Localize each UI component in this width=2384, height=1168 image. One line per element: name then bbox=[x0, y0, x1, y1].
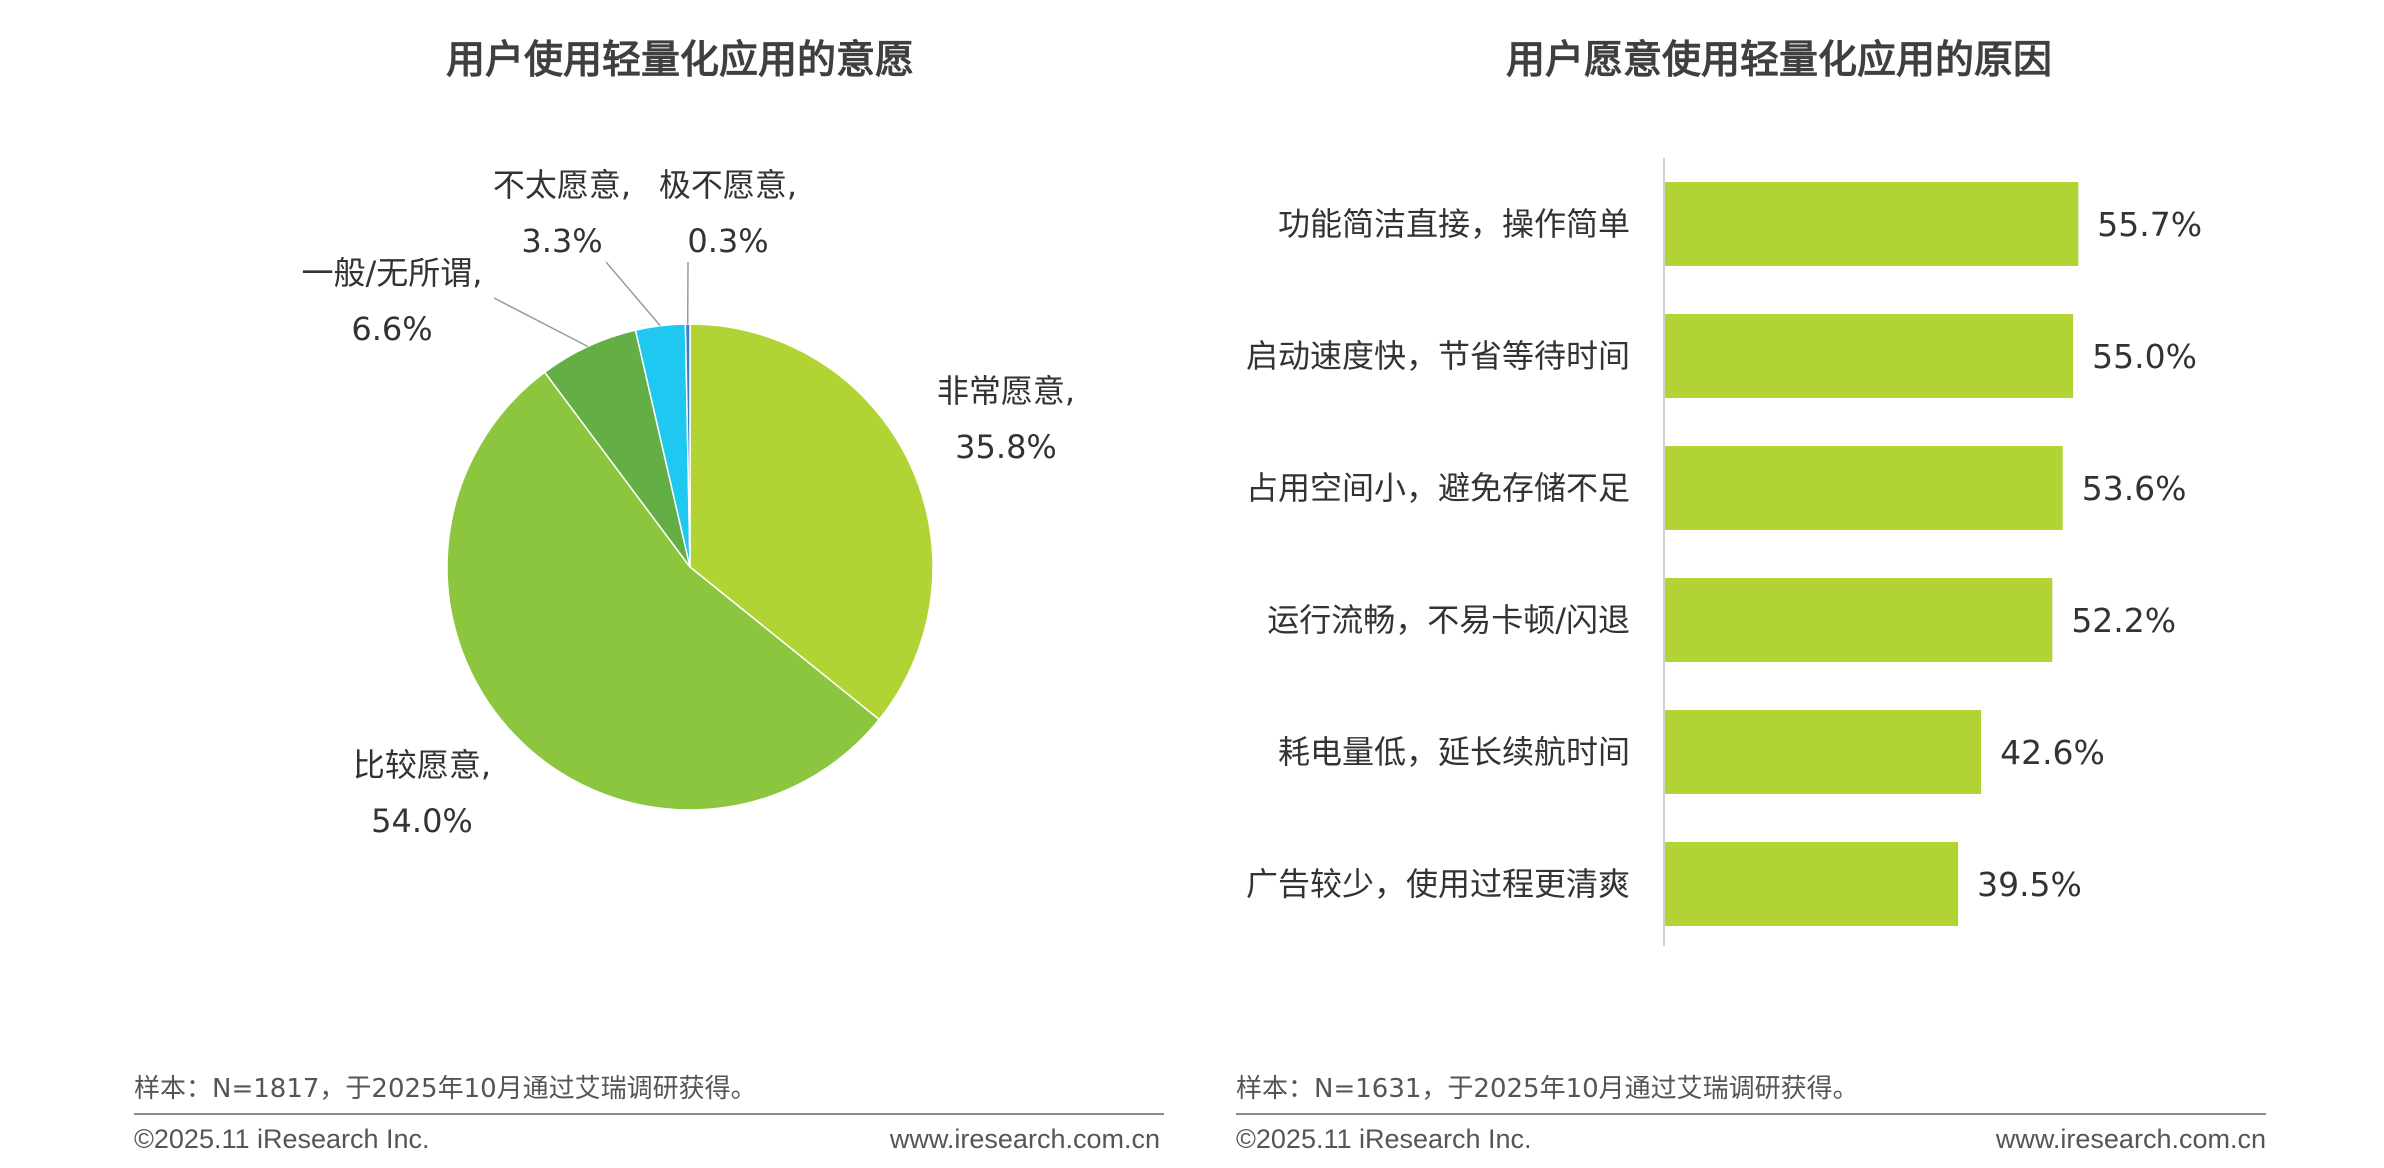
pie-chart-title: 用户使用轻量化应用的意愿 bbox=[445, 38, 914, 83]
pie-slice-value-label: 3.3% bbox=[521, 222, 602, 260]
sample-note-left: 样本：N=1817，于2025年10月通过艾瑞调研获得。 bbox=[134, 1074, 757, 1104]
bar-value-label: 55.7% bbox=[2097, 205, 2202, 244]
bar bbox=[1665, 182, 2079, 266]
bar-value-label: 55.0% bbox=[2092, 337, 2197, 376]
pie-slice bbox=[446, 371, 881, 811]
bar bbox=[1665, 710, 1982, 794]
footer-divider-left bbox=[134, 1113, 1164, 1115]
bar-category-label: 功能简洁直接，操作简单 bbox=[1278, 205, 1630, 243]
pie-leader-line bbox=[493, 297, 589, 348]
bar-chart-title: 用户愿意使用轻量化应用的原因 bbox=[1505, 38, 2052, 83]
bar-value-label: 52.2% bbox=[2071, 601, 2176, 640]
copyright-right: ©2025.11 iResearch Inc. bbox=[1236, 1124, 1532, 1154]
pie-slice-label: 比较愿意, bbox=[353, 746, 491, 784]
pie-slice-value-label: 0.3% bbox=[687, 222, 768, 260]
pie-slice-label: 非常愿意, bbox=[937, 372, 1075, 410]
bar-category-label: 广告较少，使用过程更清爽 bbox=[1246, 865, 1630, 903]
bar bbox=[1665, 446, 2063, 530]
pie-chart: 非常愿意, 35.8% 比较愿意, 54.0% 一般/无所谓, 6.6% 不太愿意, 3.3%… bbox=[302, 166, 1076, 840]
bar-value-label: 42.6% bbox=[2000, 733, 2105, 772]
bar-category-label: 启动速度快，节省等待时间 bbox=[1246, 337, 1630, 375]
pie-slice-value-label: 35.8% bbox=[955, 428, 1057, 466]
bar bbox=[1665, 578, 2053, 662]
pie-slice bbox=[684, 323, 691, 568]
pie-slice-label: 一般/无所谓, bbox=[302, 254, 483, 292]
bar-value-label: 39.5% bbox=[1977, 865, 2082, 904]
footer-divider-right bbox=[1236, 1113, 2266, 1115]
bar bbox=[1665, 314, 2074, 398]
pie-slice bbox=[689, 323, 934, 721]
pie-slice-label: 极不愿意, bbox=[659, 166, 797, 204]
bar bbox=[1665, 842, 1959, 926]
bar-category-label: 耗电量低，延长续航时间 bbox=[1278, 733, 1630, 771]
bar-category-label: 运行流畅，不易卡顿/闪退 bbox=[1267, 601, 1630, 639]
bar-chart: 功能简洁直接，操作简单 55.7% 启动速度快，节省等待时间 55.0% 占用空间小，避… bbox=[1246, 158, 2202, 946]
bar-value-label: 53.6% bbox=[2082, 469, 2187, 508]
bar-category-label: 占用空间小，避免存储不足 bbox=[1246, 469, 1630, 507]
copyright-left: ©2025.11 iResearch Inc. bbox=[134, 1124, 430, 1154]
pie-slice-value-label: 6.6% bbox=[351, 310, 432, 348]
website-link-left[interactable]: www.iresearch.com.cn bbox=[889, 1124, 1160, 1154]
sample-note-right: 样本：N=1631，于2025年10月通过艾瑞调研获得。 bbox=[1236, 1074, 1859, 1104]
pie-slice-label: 不太愿意, bbox=[493, 166, 631, 204]
pie-leader-line bbox=[605, 261, 661, 327]
pie-slice-value-label: 54.0% bbox=[371, 802, 473, 840]
website-link-right[interactable]: www.iresearch.com.cn bbox=[1995, 1124, 2266, 1154]
